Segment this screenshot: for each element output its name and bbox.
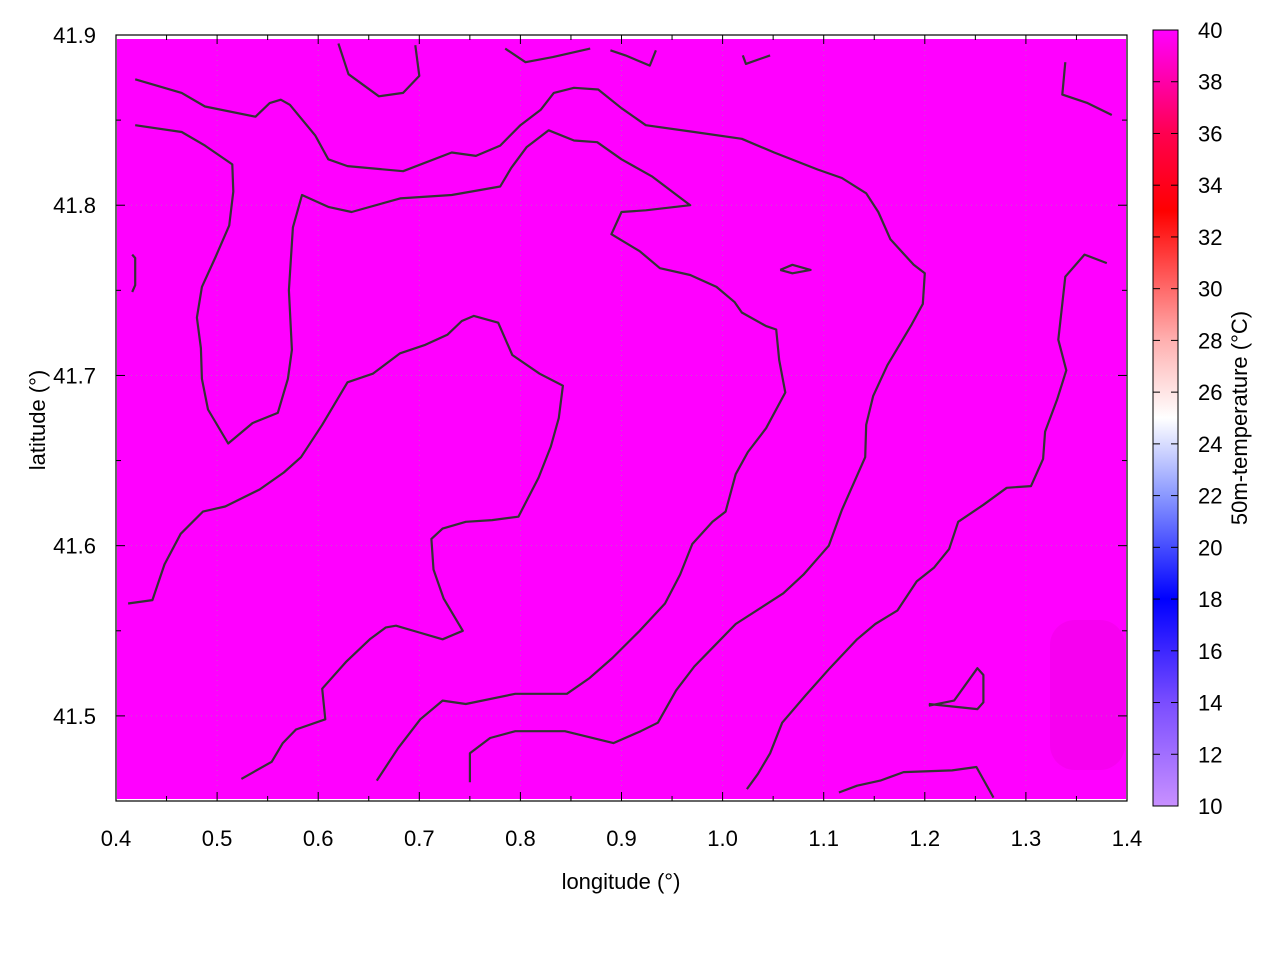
- y-tick-label: 41.5: [53, 704, 96, 729]
- x-axis: 0.4 0.5 0.6 0.7 0.8 0.9 1.0 1.1 1.2 1.3 1.4: [101, 35, 1143, 851]
- grid-lines: [116, 35, 1127, 801]
- contour-line: [337, 43, 421, 98]
- colorbar-tick-label: 26: [1198, 380, 1222, 405]
- contour-line: [135, 124, 787, 782]
- x-tick-label: 0.6: [303, 826, 334, 851]
- contour-line: [779, 263, 812, 275]
- x-tick-label: 1.4: [1112, 826, 1143, 851]
- contour-line: [610, 49, 657, 67]
- x-tick-label: 1.0: [707, 826, 738, 851]
- y-axis: 41.5 41.6 41.7 41.8 41.9: [53, 23, 1127, 729]
- colorbar-tick-label: 16: [1198, 639, 1222, 664]
- contour-line: [746, 253, 1108, 790]
- colorbar-tick-label: 20: [1198, 535, 1222, 560]
- contour-line: [1061, 62, 1113, 116]
- x-tick-label: 0.8: [505, 826, 536, 851]
- x-tick-label: 0.7: [404, 826, 435, 851]
- contour-line: [134, 78, 926, 783]
- colorbar: [1152, 29, 1179, 807]
- x-tick-label: 0.4: [101, 826, 132, 851]
- x-tick-label: 0.9: [606, 826, 637, 851]
- colorbar-tick-label: 34: [1198, 173, 1222, 198]
- x-axis-label: longitude (°): [562, 869, 681, 894]
- colorbar-tick-label: 32: [1198, 225, 1222, 250]
- colorbar-label: 50m-temperature (°C): [1227, 311, 1252, 525]
- y-tick-label: 41.8: [53, 193, 96, 218]
- colorbar-tick-label: 28: [1198, 328, 1222, 353]
- x-tick-label: 1.1: [808, 826, 839, 851]
- contour-line: [127, 314, 565, 780]
- x-tick-label: 1.3: [1011, 826, 1042, 851]
- colorbar-tick-label: 14: [1198, 691, 1222, 716]
- y-tick-label: 41.6: [53, 534, 96, 559]
- contour-line: [131, 253, 137, 293]
- colorbar-tick-label: 12: [1198, 742, 1222, 767]
- colorbar-tick-label: 22: [1198, 484, 1222, 509]
- contour-line: [504, 47, 591, 64]
- y-tick-label: 41.7: [53, 363, 96, 388]
- colorbar-tick-label: 36: [1198, 121, 1222, 146]
- colorbar-ticks: 10 12 14 16 18 20 22 24 26 28 30 32 34 36 38 40: [1153, 18, 1222, 819]
- contour-line: [741, 54, 771, 66]
- colorbar-tick-label: 40: [1198, 18, 1222, 43]
- y-axis-label: latitude (°): [25, 370, 50, 471]
- x-tick-label: 1.2: [910, 826, 941, 851]
- colorbar-tick-label: 24: [1198, 432, 1222, 457]
- y-tick-label: 41.9: [53, 23, 96, 48]
- contour-line: [928, 667, 985, 711]
- contour-line: [838, 765, 995, 799]
- colorbar-tick-label: 30: [1198, 277, 1222, 302]
- contour-lines: [127, 43, 1113, 799]
- x-tick-label: 0.5: [202, 826, 233, 851]
- heatmap-warm-patch: [1050, 620, 1125, 770]
- colorbar-tick-label: 18: [1198, 587, 1222, 612]
- colorbar-tick-label: 38: [1198, 70, 1222, 95]
- colorbar-tick-label: 10: [1198, 794, 1222, 819]
